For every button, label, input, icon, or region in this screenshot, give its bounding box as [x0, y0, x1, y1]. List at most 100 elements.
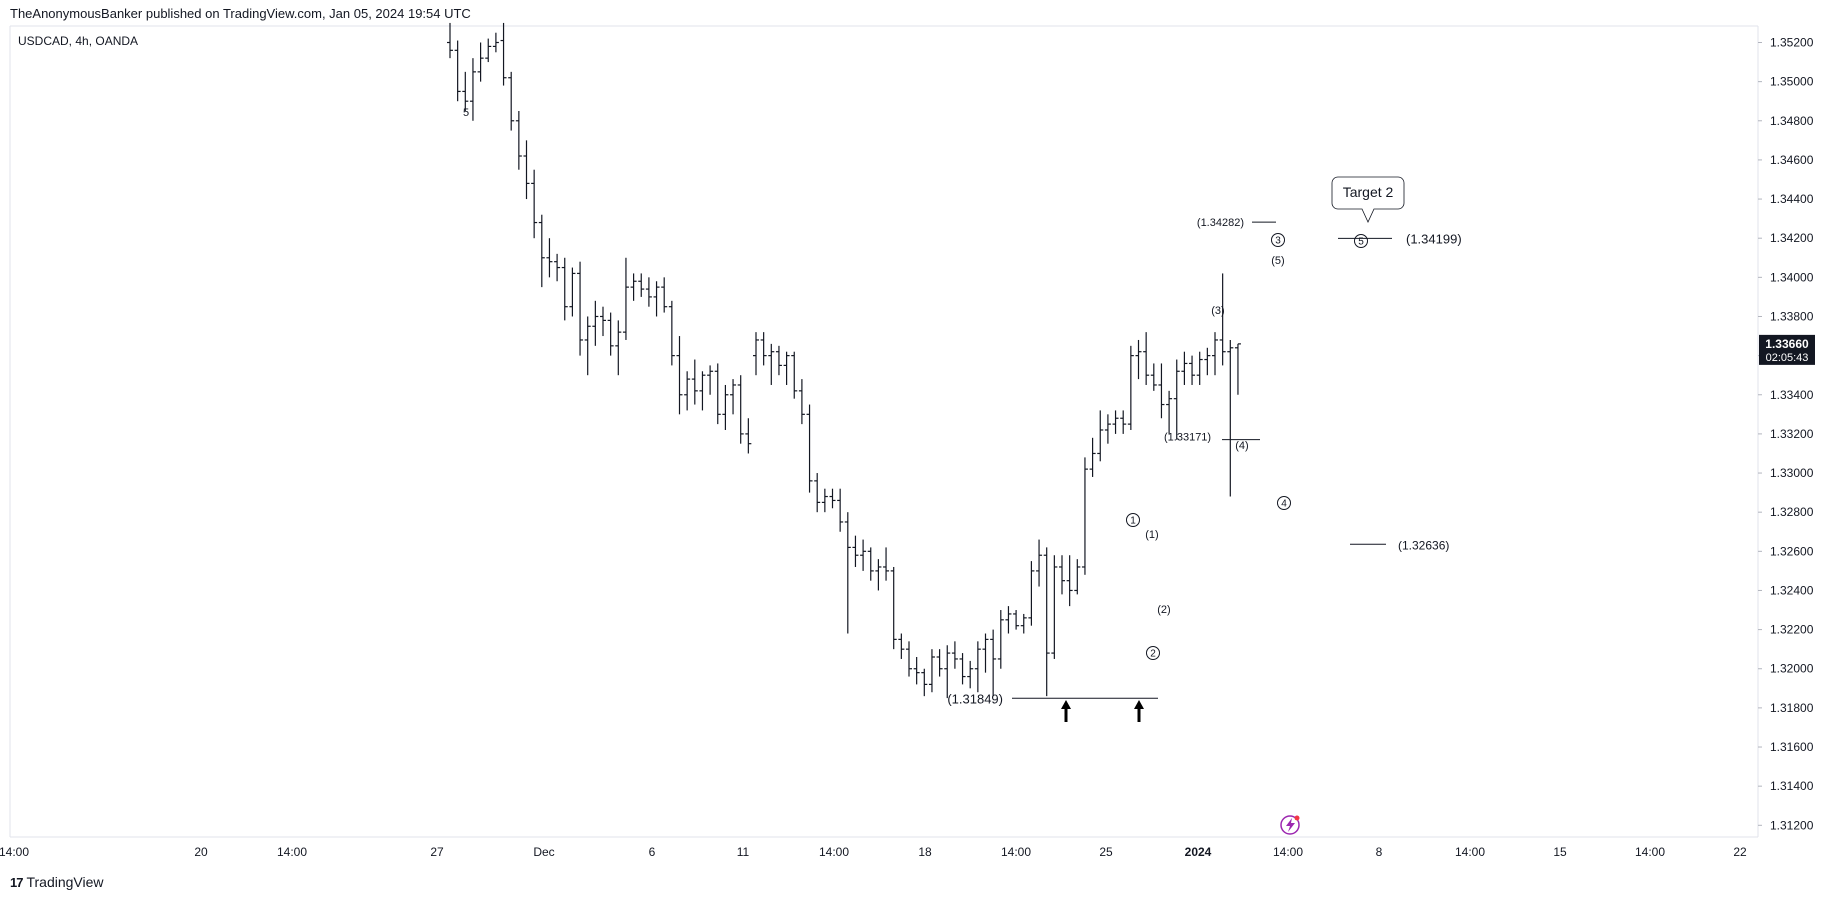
y-tick-label: 1.31600 [1770, 740, 1814, 754]
x-tick-label: 14:00 [819, 845, 849, 859]
publisher-line: TheAnonymousBanker published on TradingV… [10, 6, 471, 21]
wave-circle-text: 3 [1275, 236, 1281, 247]
level-label-134282: (1.34282) [1197, 217, 1244, 229]
time-axis[interactable]: 14:00 20 14:00 27 Dec 6 11 14:00 18 14:00 25 2024 14… [0, 845, 1747, 859]
ohlc-bar [997, 610, 1004, 669]
target-label-134199: (1.34199) [1406, 231, 1462, 246]
y-tick-label: 1.35200 [1770, 36, 1814, 50]
ohlc-bar [821, 488, 828, 513]
ohlc-bar [477, 42, 484, 82]
callout-text: Target 2 [1343, 184, 1394, 200]
ohlc-bar [661, 277, 668, 313]
ohlc-bar [1173, 359, 1180, 440]
ohlc-bar [775, 345, 782, 376]
ohlc-bar [951, 641, 958, 669]
y-tick-label: 1.32000 [1770, 662, 1814, 676]
x-tick-label: 14:00 [1001, 845, 1031, 859]
price-axis[interactable]: 1.35200 1.35000 1.34800 1.34600 1.34400 1.342… [1758, 36, 1814, 833]
x-tick-label: 8 [1376, 845, 1383, 859]
ohlc-bar [1020, 613, 1027, 634]
ohlc-bar [676, 336, 683, 415]
ohlc-bar [592, 300, 599, 346]
ohlc-bar [714, 363, 721, 425]
x-tick-label: Dec [533, 845, 554, 859]
tradingview-logo-text: TradingView [26, 874, 104, 890]
ohlc-bar [1189, 355, 1196, 385]
up-arrow-icon [1134, 700, 1144, 722]
y-tick-label: 1.34200 [1770, 231, 1814, 245]
ohlc-bar [737, 375, 744, 444]
wave-circle-text: 5 [1358, 237, 1364, 248]
arrow-head [1061, 700, 1071, 709]
y-tick-label: 1.33800 [1770, 309, 1814, 323]
ohlc-bar [1028, 561, 1035, 626]
ohlc-bar [1204, 347, 1211, 376]
price-tag-countdown: 02:05:43 [1766, 352, 1809, 364]
ohlc-bar [1013, 610, 1020, 630]
ohlc-bar [1066, 555, 1073, 607]
ohlc-bar [607, 312, 614, 356]
ohlc-bar [1150, 363, 1157, 391]
ohlc-bar [982, 633, 989, 673]
ohlc-bar [1043, 547, 1050, 697]
ohlc-bar [569, 267, 576, 317]
ohlc-bar [584, 316, 591, 376]
support-label-131849: (1.31849) [947, 691, 1003, 706]
ohlc-bar [638, 273, 645, 297]
wave-circle-label: 5 [1354, 234, 1368, 248]
ohlc-bar [554, 253, 561, 282]
symbol-label[interactable]: USDCAD, 4h, OANDA [18, 34, 139, 48]
ohlc-bar [1074, 559, 1081, 595]
y-tick-label: 1.31800 [1770, 701, 1814, 715]
ohlc-bar [508, 71, 515, 131]
y-tick-label: 1.31200 [1770, 818, 1814, 832]
ohlc-bar [1196, 351, 1203, 385]
ohlc-bar [1135, 339, 1142, 380]
y-tick-label: 1.33400 [1770, 388, 1814, 402]
ohlc-bar [684, 371, 691, 411]
wave-circle-text: 2 [1150, 649, 1156, 660]
ohlc-bar [783, 351, 790, 385]
wave-circle-label: 1 [1126, 513, 1140, 527]
ohlc-bar [760, 332, 767, 366]
ohlc-bar [844, 512, 851, 634]
target-2-callout: Target 2 [1331, 176, 1405, 223]
up-arrow-icon [1061, 700, 1071, 722]
ohlc-bar [974, 641, 981, 693]
y-tick-label: 1.32400 [1770, 583, 1814, 597]
ohlc-bar [921, 668, 928, 697]
ohlc-bar [1181, 351, 1188, 385]
ohlc-bar [622, 257, 629, 340]
ohlc-bar [492, 32, 499, 53]
x-tick-label: 27 [430, 845, 444, 859]
tradingview-logo[interactable]: 17 TradingView [10, 874, 104, 890]
ohlc-bar [1143, 332, 1150, 385]
ohlc-bar [990, 629, 997, 697]
ohlc-bars [447, 22, 1241, 699]
ohlc-bar [814, 473, 821, 513]
lightning-icon[interactable] [1280, 815, 1300, 835]
wave-circle-label: 2 [1146, 646, 1160, 660]
ohlc-bar [798, 379, 805, 425]
callout-box [1331, 176, 1405, 223]
ohlc-bar [561, 257, 568, 321]
drawings-layer: (1.31849) (1.33171) (1.34282) (1.34199) (1.3… [463, 107, 1462, 835]
ohlc-bar [906, 641, 912, 677]
ohlc-bar [600, 306, 606, 337]
wave-circle-label: 4 [1277, 496, 1291, 510]
wave-paren-label: (5) [1271, 255, 1284, 267]
ohlc-bar [630, 273, 637, 301]
ohlc-bar [1127, 345, 1134, 430]
wave-circle [1146, 646, 1160, 660]
y-tick-label: 1.31400 [1770, 779, 1814, 793]
ohlc-bar [1104, 414, 1111, 444]
x-tick-label: 6 [649, 845, 656, 859]
wave4-level-label: (1.33171) [1164, 432, 1211, 444]
x-tick-label: 14:00 [1635, 845, 1665, 859]
ohlc-bar [1081, 457, 1088, 575]
y-tick-label: 1.35000 [1770, 75, 1814, 89]
lightning-bolt [1286, 818, 1295, 832]
